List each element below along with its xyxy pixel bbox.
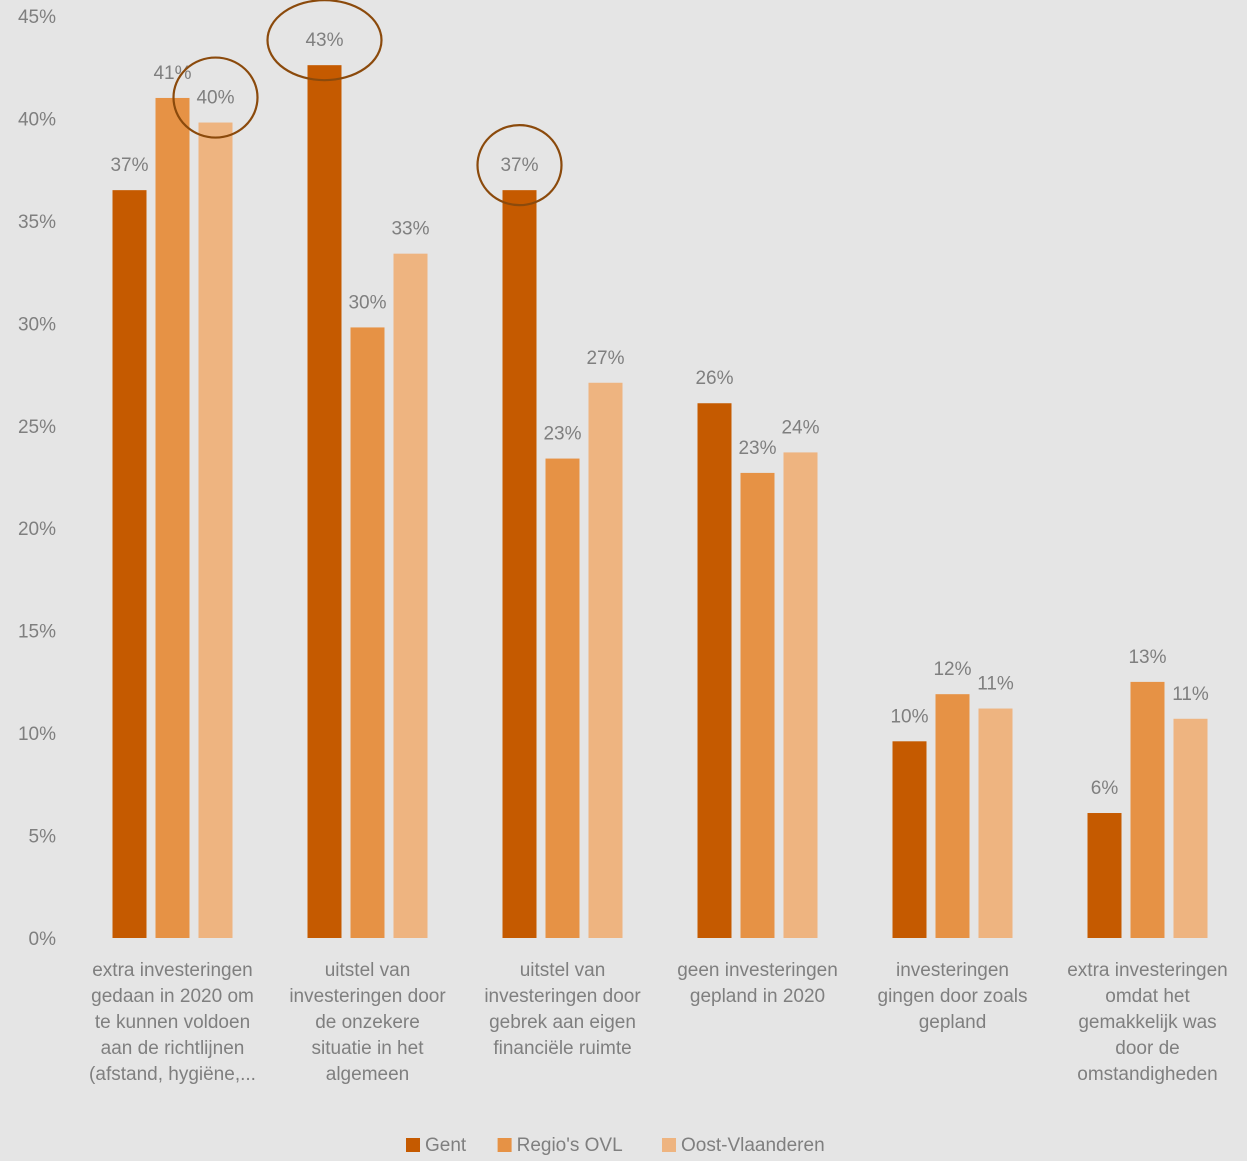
category-label-line: situatie in het <box>312 1038 425 1059</box>
highlight-circle <box>476 124 563 207</box>
bar <box>1173 718 1208 938</box>
category-label-line: investeringen door <box>484 986 641 1007</box>
legend-item: Gent <box>406 1135 467 1156</box>
bar <box>350 327 385 938</box>
data-label: 37% <box>500 155 538 176</box>
data-label: 43% <box>305 30 343 51</box>
data-label: 11% <box>1172 684 1209 705</box>
category-label-line: gedaan in 2020 om <box>91 986 254 1007</box>
bar <box>892 741 927 938</box>
y-tick-label: 45% <box>18 7 56 28</box>
bar <box>198 122 233 938</box>
category-label: extra investeringen omdat het gemakkelijk … <box>1067 960 1228 1085</box>
category-label-line: te kunnen voldoen <box>95 1012 250 1033</box>
data-label: 41% <box>153 63 191 84</box>
data-label: 26% <box>695 368 733 389</box>
data-label: 11% <box>977 674 1014 695</box>
category-label: extra investeringen gedaan in 2020 om te k… <box>89 960 256 1085</box>
x-axis-categories: extra investeringen gedaan in 2020 om te k… <box>89 960 1228 1085</box>
bar <box>978 708 1013 938</box>
legend-item: Regio's OVL <box>497 1135 623 1156</box>
y-tick-label: 15% <box>18 622 56 643</box>
category-label-line: gingen door zoals <box>878 986 1028 1007</box>
bar <box>545 458 580 938</box>
data-labels: 37%41%40%43%30%33%37%23%27%26%23%24%10%1… <box>110 30 1208 799</box>
category-label-line: investeringen door <box>289 986 446 1007</box>
y-axis: 0% 5% 10% 15% 20% 25% 30% 35% 40% 45% <box>18 7 56 950</box>
data-label: 23% <box>543 424 581 445</box>
bar <box>588 382 623 938</box>
y-tick-label: 20% <box>18 519 56 540</box>
y-tick-label: 35% <box>18 212 56 233</box>
highlight-circles <box>172 0 563 207</box>
category-label-line: aan de richtlijnen <box>101 1038 245 1059</box>
y-tick-label: 10% <box>18 724 56 745</box>
legend: Gent Regio's OVL Oost-Vlaanderen <box>406 1135 825 1156</box>
y-tick-label: 0% <box>29 929 57 950</box>
bar <box>740 472 775 938</box>
highlight-circle <box>266 0 383 82</box>
category-label-line: omdat het <box>1105 986 1190 1007</box>
data-label: 30% <box>348 292 386 313</box>
category-label-line: gebrek aan eigen <box>489 1012 636 1033</box>
category-label-line: (afstand, hygiëne,... <box>89 1064 256 1085</box>
data-label: 23% <box>738 438 776 459</box>
y-tick-label: 30% <box>18 314 56 335</box>
data-label: 37% <box>110 155 148 176</box>
data-label: 12% <box>933 659 971 680</box>
bars <box>112 65 1208 939</box>
data-label: 13% <box>1128 647 1166 668</box>
bar <box>1130 681 1165 938</box>
data-label: 6% <box>1091 778 1119 799</box>
data-label: 33% <box>391 219 429 240</box>
bar <box>155 97 190 938</box>
category-label: uitstel van investeringen door de onzekere… <box>289 960 446 1085</box>
legend-swatch <box>662 1138 676 1152</box>
bar <box>307 65 342 938</box>
category-label-line: gemakkelijk was <box>1078 1012 1216 1033</box>
y-tick-label: 40% <box>18 109 56 130</box>
category-label-line: door de <box>1115 1038 1179 1059</box>
bar <box>502 190 537 939</box>
legend-label: Gent <box>425 1135 467 1156</box>
category-label-line: gepland in 2020 <box>690 986 825 1007</box>
category-label-line: uitstel van <box>520 960 606 981</box>
data-label: 24% <box>781 417 819 438</box>
category-label-line: omstandigheden <box>1077 1064 1218 1085</box>
bar <box>393 253 428 938</box>
legend-label: Regio's OVL <box>517 1135 623 1156</box>
category-label-line: uitstel van <box>325 960 411 981</box>
legend-item: Oost-Vlaanderen <box>662 1135 825 1156</box>
y-tick-label: 5% <box>29 827 57 848</box>
category-label-line: investeringen <box>896 960 1009 981</box>
bar <box>1087 813 1122 938</box>
category-label-line: algemeen <box>326 1064 409 1085</box>
bar <box>783 452 818 938</box>
legend-swatch <box>406 1138 420 1152</box>
data-label: 40% <box>196 88 234 109</box>
highlight-circle <box>172 56 259 139</box>
category-label: investeringen gingen door zoals gepland <box>878 960 1028 1033</box>
category-label-line: extra investeringen <box>1067 960 1228 981</box>
bar <box>935 694 970 938</box>
category-label-line: gepland <box>919 1012 987 1033</box>
category-label-line: de onzekere <box>315 1012 420 1033</box>
bar <box>112 190 147 939</box>
legend-label: Oost-Vlaanderen <box>681 1135 825 1156</box>
data-label: 27% <box>586 348 624 369</box>
legend-swatch <box>497 1138 512 1152</box>
category-label: geen investeringen gepland in 2020 <box>677 960 838 1007</box>
bar <box>697 403 732 938</box>
category-label-line: extra investeringen <box>92 960 253 981</box>
category-label: uitstel van investeringen door gebrek aan … <box>484 960 641 1059</box>
category-label-line: geen investeringen <box>677 960 838 981</box>
category-label-line: financiële ruimte <box>493 1038 631 1059</box>
y-tick-label: 25% <box>18 417 56 438</box>
data-label: 10% <box>890 706 928 727</box>
